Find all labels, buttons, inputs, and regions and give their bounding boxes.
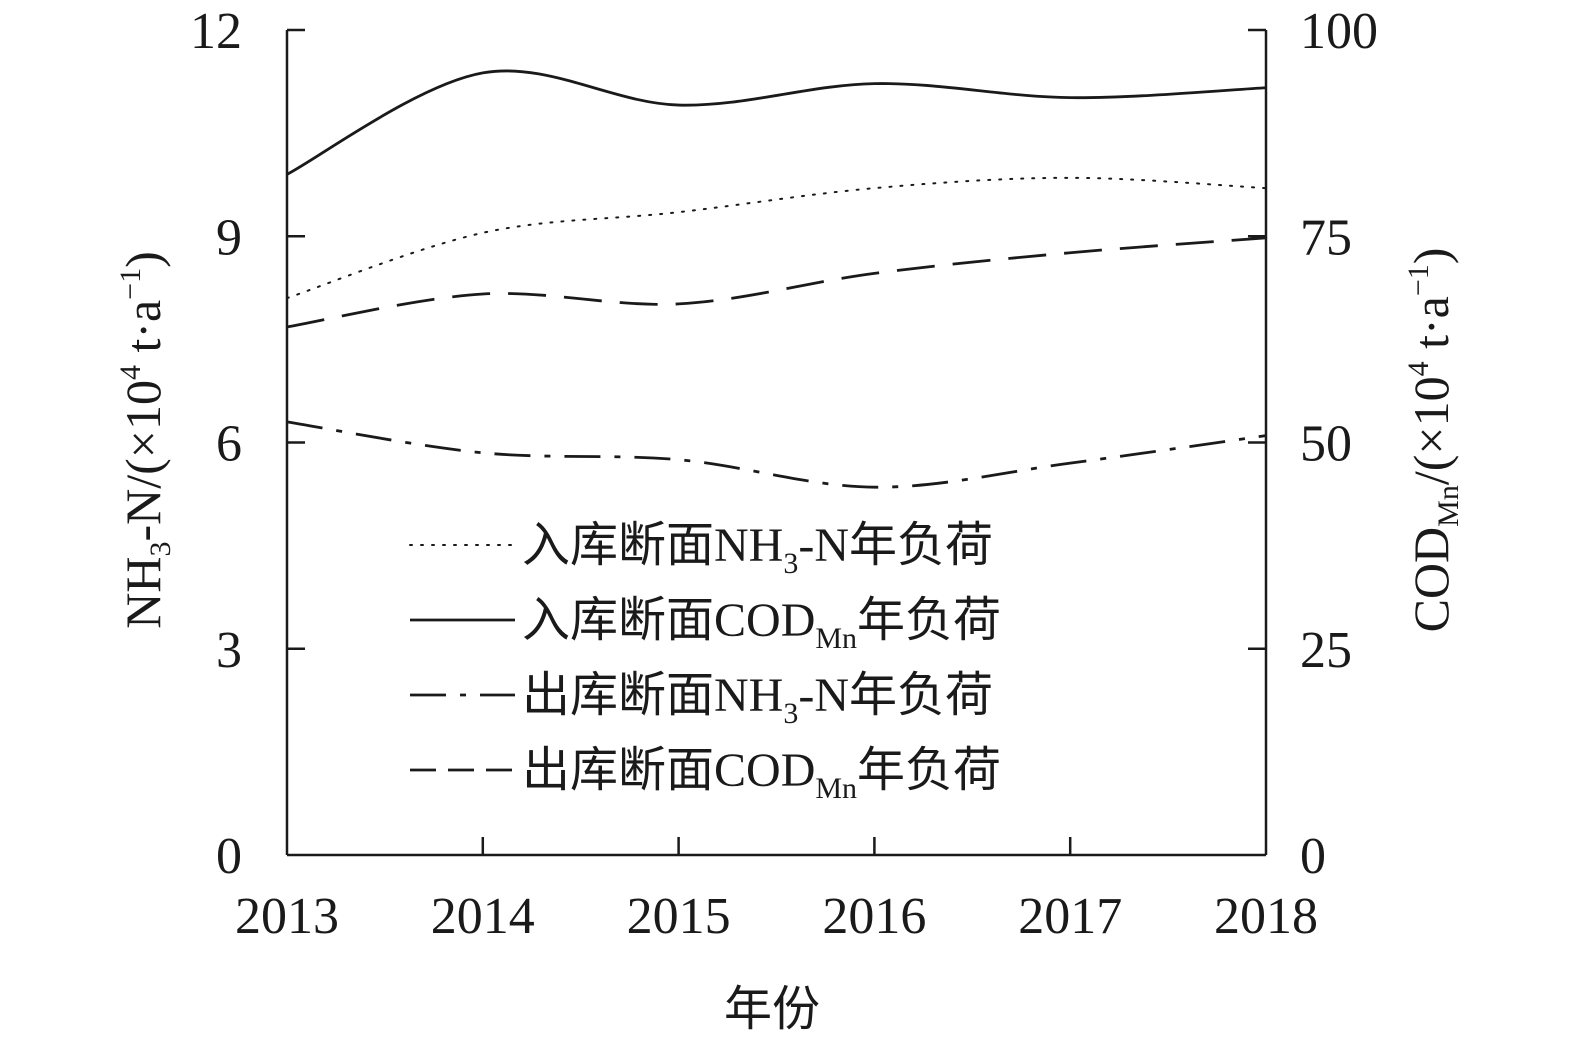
left-axis-unit: -N/(×10 [115, 380, 171, 542]
series-line-2 [286, 69, 1267, 176]
left-y-tick-label: 3 [216, 622, 242, 679]
right-y-tick-label: 100 [1300, 3, 1378, 60]
left-y-axis-title: NH3-N/(×104 t·a−1) [114, 251, 177, 629]
series-lines [286, 69, 1267, 489]
right-axis-chem: COD [1403, 527, 1459, 633]
right-axis-unit-tail: t·a [1403, 296, 1459, 361]
x-tick-label: 2016 [822, 888, 926, 945]
right-y-tick-label: 50 [1300, 416, 1352, 473]
left-axis-unit-tail-sup: −1 [114, 268, 147, 300]
left-y-tick-label: 12 [190, 3, 242, 60]
left-axis-unit-tail: t·a [115, 300, 171, 365]
x-tick-label: 2014 [431, 888, 535, 945]
right-y-axis-title: CODMn/(×104 t·a−1) [1402, 248, 1465, 633]
right-y-axis-ticks: 0 25 50 75 100 [1248, 3, 1378, 885]
legend-label-1: 入库断面NH3-N年负荷 [522, 519, 993, 580]
right-y-tick-label: 25 [1300, 622, 1352, 679]
plot-frame [285, 30, 1268, 857]
left-axis-unit-sup: 4 [114, 365, 147, 380]
legend-label-2: 入库断面CODMn年负荷 [522, 594, 1001, 655]
x-tick-label: 2017 [1018, 888, 1122, 945]
x-tick-label: 2018 [1214, 888, 1318, 945]
legend-label-3: 出库断面NH3-N年负荷 [522, 669, 993, 730]
left-y-tick-label: 0 [216, 828, 242, 885]
x-tick-label: 2013 [235, 888, 339, 945]
right-axis-unit: /(×10 [1403, 376, 1459, 485]
left-axis-chem: NH [115, 557, 171, 629]
series-line-3 [286, 420, 1267, 489]
left-y-axis-ticks: 0 3 6 9 12 [190, 3, 305, 885]
x-axis-ticks: 2013 2014 2015 2016 2017 2018 [235, 837, 1318, 945]
right-y-tick-label: 0 [1300, 828, 1326, 885]
right-axis-unit-end: ) [1403, 248, 1459, 265]
legend-label-4: 出库断面CODMn年负荷 [522, 744, 1001, 805]
x-axis-title: 年份 [724, 981, 820, 1037]
right-axis-chem-sub: Mn [1432, 485, 1465, 527]
left-y-tick-label: 6 [216, 416, 242, 473]
right-y-tick-label: 75 [1300, 209, 1352, 266]
left-axis-unit-end: ) [115, 251, 171, 268]
left-y-tick-label: 9 [216, 209, 242, 266]
right-axis-unit-sup: 4 [1402, 361, 1435, 376]
legend: 入库断面NH3-N年负荷入库断面CODMn年负荷出库断面NH3-N年负荷出库断面… [409, 519, 1001, 805]
left-axis-chem-sub: 3 [144, 542, 177, 557]
right-axis-unit-tail-sup: −1 [1402, 264, 1435, 296]
x-tick-label: 2015 [627, 888, 731, 945]
series-line-4 [286, 236, 1267, 329]
series-line-1 [286, 176, 1267, 300]
